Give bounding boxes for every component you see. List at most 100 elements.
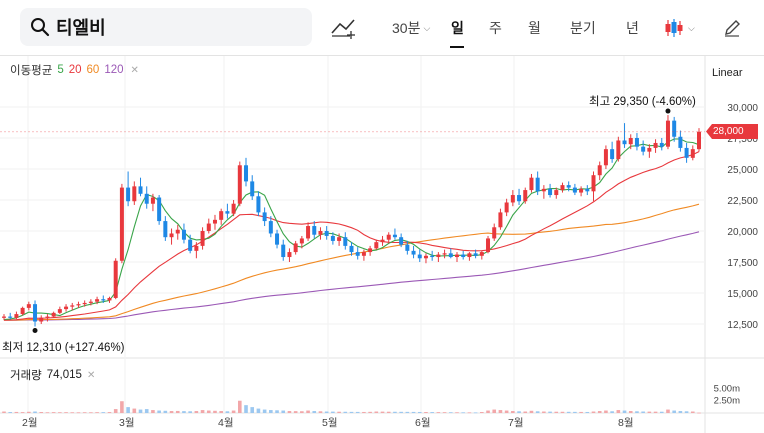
volume-tick-label: 2.50m (714, 396, 740, 407)
period-tab-week[interactable]: 주 (489, 20, 502, 36)
candle-body (436, 254, 441, 258)
candle-body (597, 165, 602, 176)
volume-legend[interactable]: 거래량 74,015 ✕ (10, 367, 95, 383)
interval-dropdown[interactable]: 30분 ⌵ (392, 0, 430, 56)
x-tick-label: 4월 (218, 417, 234, 429)
candle-body (473, 253, 478, 256)
candle-body (548, 188, 553, 196)
volume-bar (312, 411, 317, 413)
close-icon[interactable]: ✕ (86, 369, 96, 381)
candle-body (343, 237, 348, 246)
candle-body (181, 229, 186, 240)
volume-bar (386, 411, 391, 413)
volume-bar (331, 411, 335, 413)
ma-legend-title: 이동평균 (10, 65, 53, 77)
candle-body (430, 255, 435, 258)
candle-body (107, 297, 112, 301)
close-icon[interactable]: ✕ (130, 64, 139, 76)
volume-bar (200, 410, 205, 413)
volume-bar (175, 410, 180, 413)
volume-bar (27, 411, 31, 413)
volume-bar (628, 411, 633, 413)
volume-bar (256, 408, 261, 413)
period-tab-month[interactable]: 월 (528, 20, 541, 36)
candle-body (126, 187, 131, 202)
candle-body (461, 254, 466, 258)
candle-body (95, 299, 100, 302)
scale-mode-button[interactable]: Linear (712, 67, 743, 79)
trend-line-add-icon (331, 19, 355, 39)
volume-bar (405, 411, 410, 413)
volume-bar (8, 412, 13, 413)
volume-bar (430, 412, 434, 413)
candle-body (374, 242, 379, 249)
candle-body (554, 190, 559, 196)
current-price-badge: 28,000 (706, 124, 758, 139)
candle-body (2, 316, 6, 318)
volume-bar (82, 412, 87, 414)
chevron-down-icon: ⌵ (423, 22, 431, 33)
volume-bar (306, 410, 310, 413)
drawing-tool-button[interactable] (330, 0, 358, 56)
y-tick-label: 27,500 (727, 134, 758, 145)
candle-body (405, 244, 410, 251)
volume-bar (151, 410, 155, 413)
volume-bar (318, 411, 323, 413)
y-tick-label: 25,000 (727, 165, 758, 176)
chart-type-dropdown[interactable]: ⌵ (663, 0, 695, 56)
candle-body (634, 138, 639, 147)
period-tab-year[interactable]: 년 (626, 20, 639, 36)
candle-body (194, 245, 199, 251)
candle-body (318, 231, 323, 235)
candle-body (244, 165, 249, 182)
candle-body (188, 239, 193, 251)
volume-bar (635, 411, 639, 413)
volume-bar (368, 411, 372, 413)
candle-body (330, 235, 335, 241)
candle-body (572, 187, 577, 193)
candle-body (399, 237, 404, 245)
candle-body (256, 196, 261, 213)
volume-bar (194, 411, 199, 413)
volume-bar (64, 412, 68, 413)
volume-bar (281, 410, 286, 413)
x-tick-label: 3월 (119, 417, 135, 429)
volume-bar (560, 411, 565, 413)
price-chart-svg[interactable]: 2월 3월 4월 5월 6월 7월 8월 30,000 27,500 25,000 22,500 20… (0, 56, 764, 433)
volume-bar (138, 409, 143, 413)
search-input[interactable]: 티엘비 (56, 18, 106, 38)
y-tick-label: 20,000 (727, 227, 758, 238)
candle-body (206, 223, 211, 231)
volume-bar (76, 412, 81, 414)
period-tab-quarter[interactable]: 분기 (570, 20, 596, 36)
stock-search-box[interactable]: 티엘비 (20, 8, 312, 46)
stock-chart[interactable]: 2월 3월 4월 5월 6월 7월 8월 30,000 27,500 25,000 22,500 20… (0, 56, 764, 433)
candle-body (628, 138, 633, 145)
volume-bar (300, 411, 304, 413)
candle-body (529, 177, 534, 191)
pencil-icon (725, 20, 740, 37)
volume-bar (604, 410, 608, 413)
edit-button[interactable] (722, 0, 742, 56)
candle-body (467, 253, 472, 258)
volume-bar (517, 411, 521, 413)
candle-body (57, 309, 62, 313)
candle-body (517, 195, 522, 202)
candle-body (82, 302, 87, 305)
x-tick-label: 6월 (415, 417, 431, 429)
x-tick-label: 2월 (22, 417, 38, 429)
volume-tick-label: 5.00m (714, 383, 740, 394)
candle-body (697, 131, 701, 150)
period-tab-day[interactable]: 일 (450, 0, 465, 56)
candle-body (665, 120, 670, 147)
volume-bar (678, 411, 683, 413)
volume-bar (343, 411, 348, 413)
volume-bar (411, 411, 416, 413)
candle-body (14, 314, 19, 318)
moving-average-legend[interactable]: 이동평균 5 20 60 120 ✕ (10, 62, 139, 78)
volume-bar (287, 411, 292, 413)
ma-period-20: 20 (68, 64, 82, 76)
candle-body (33, 304, 38, 322)
y-tick-label: 30,000 (727, 103, 758, 114)
candle-body (535, 177, 540, 192)
